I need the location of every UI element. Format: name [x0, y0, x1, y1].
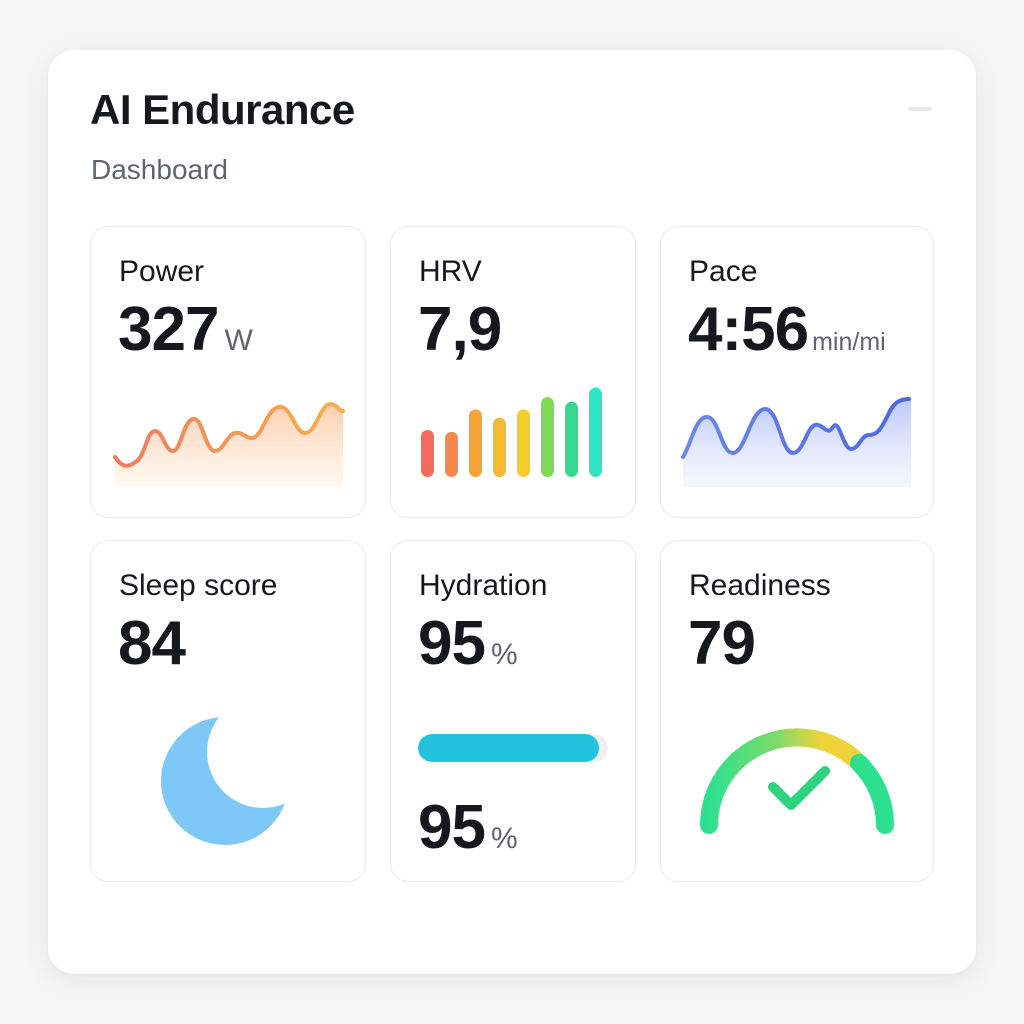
hrv-label: HRV [419, 255, 482, 288]
sleep-value: 84 [118, 609, 186, 678]
checkmark-icon [768, 766, 830, 810]
hrv-bar [493, 417, 506, 477]
readiness-card[interactable]: Readiness 79 [660, 540, 934, 882]
pace-value: 4:56 [688, 295, 809, 364]
hrv-bar [421, 430, 434, 477]
hrv-bar [589, 387, 602, 477]
hrv-bar [565, 401, 578, 477]
hrv-value-group: 7,9 [418, 299, 502, 361]
hydration-value: 95 [418, 609, 486, 678]
hrv-bar [541, 397, 554, 477]
hydration-bottom-unit: % [490, 822, 518, 855]
hrv-value: 7,9 [418, 295, 502, 364]
sleep-card[interactable]: Sleep score 84 [90, 540, 366, 882]
readiness-gauge-icon [700, 728, 894, 834]
app-title: AI Endurance [90, 86, 355, 133]
hrv-bar [517, 409, 530, 477]
hydration-progress-fill [418, 734, 599, 762]
hydration-value-group: 95% [418, 613, 518, 675]
power-value: 327 [118, 295, 219, 364]
sleep-label: Sleep score [119, 569, 278, 602]
power-value-group: 327 W [118, 299, 253, 361]
pace-sparkline-icon [681, 397, 911, 487]
readiness-label: Readiness [689, 569, 831, 602]
hrv-bar-chart-icon [421, 387, 602, 477]
moon-icon [161, 717, 289, 845]
power-card[interactable]: Power 327 W [90, 226, 366, 518]
hydration-bottom-value-group: 95% [418, 797, 518, 859]
hrv-bar [469, 409, 482, 477]
minimize-icon [908, 107, 932, 111]
pace-card[interactable]: Pace 4:56 min/mi [660, 226, 934, 518]
pace-label: Pace [689, 255, 758, 288]
hrv-bar [445, 431, 458, 477]
readiness-value-group: 79 [688, 613, 756, 675]
hrv-card[interactable]: HRV 7,9 [390, 226, 636, 518]
pace-value-group: 4:56 min/mi [688, 299, 886, 361]
minimize-button[interactable] [908, 102, 938, 116]
hydration-card[interactable]: Hydration 95% 95% [390, 540, 636, 882]
dashboard-panel: AI Endurance Dashboard Power 327 W [48, 50, 976, 974]
readiness-value: 79 [688, 609, 756, 678]
power-sparkline-icon [113, 402, 345, 487]
hydration-bottom-value: 95 [418, 793, 486, 862]
page-subtitle: Dashboard [91, 154, 228, 185]
power-unit: W [224, 324, 253, 357]
hydration-unit: % [490, 638, 518, 671]
pace-unit: min/mi [812, 328, 886, 356]
hydration-progress-bar [418, 734, 608, 762]
hydration-label: Hydration [419, 569, 548, 602]
sleep-value-group: 84 [118, 613, 186, 675]
power-label: Power [119, 255, 205, 288]
